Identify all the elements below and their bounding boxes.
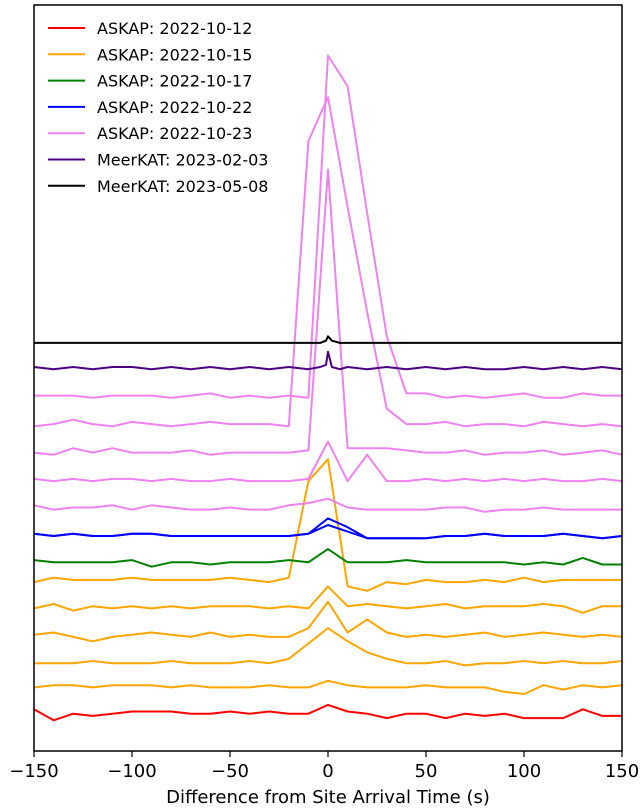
x-axis-label: Difference from Site Arrival Time (s): [166, 787, 490, 808]
trace-line-4: [33, 585, 622, 614]
legend-label: ASKAP: 2022-10-17: [97, 72, 252, 91]
legend-label: ASKAP: 2022-10-22: [97, 98, 252, 117]
trace-line-13: [34, 54, 622, 399]
trace-line-3: [33, 600, 623, 643]
trace-group: [33, 54, 623, 722]
x-tick-label: 100: [507, 761, 541, 782]
trace-line-2: [34, 627, 623, 667]
legend: ASKAP: 2022-10-12 ASKAP: 2022-10-15 ASKAP:…: [48, 19, 268, 196]
trace-line-8: [33, 524, 623, 540]
trace-line-6: [33, 548, 622, 568]
x-tick-label: 150: [605, 761, 639, 782]
x-tick-label: −50: [211, 761, 249, 782]
trace-line-0: [33, 703, 622, 722]
x-tick-label: −100: [107, 761, 156, 782]
x-tick-label: 50: [415, 761, 438, 782]
x-tick-label: −150: [9, 761, 58, 782]
trace-line-10: [33, 440, 623, 483]
legend-label: ASKAP: 2022-10-23: [97, 124, 252, 143]
trace-line-15: [34, 335, 622, 344]
trace-line-14: [33, 350, 623, 371]
trace-line-5: [33, 458, 622, 592]
legend-label: ASKAP: 2022-10-12: [97, 19, 252, 38]
trace-line-1: [33, 679, 623, 695]
legend-label: MeerKAT: 2023-05-08: [97, 177, 268, 196]
legend-label: ASKAP: 2022-10-15: [97, 45, 252, 64]
trace-line-11: [33, 168, 623, 456]
x-tick-label: 0: [322, 761, 333, 782]
trace-line-9: [33, 497, 622, 513]
trace-line-12: [33, 96, 623, 428]
x-axis-ticks: −150 −100 −50 0 50 100 150: [9, 751, 639, 782]
legend-label: MeerKAT: 2023-02-03: [97, 151, 268, 170]
